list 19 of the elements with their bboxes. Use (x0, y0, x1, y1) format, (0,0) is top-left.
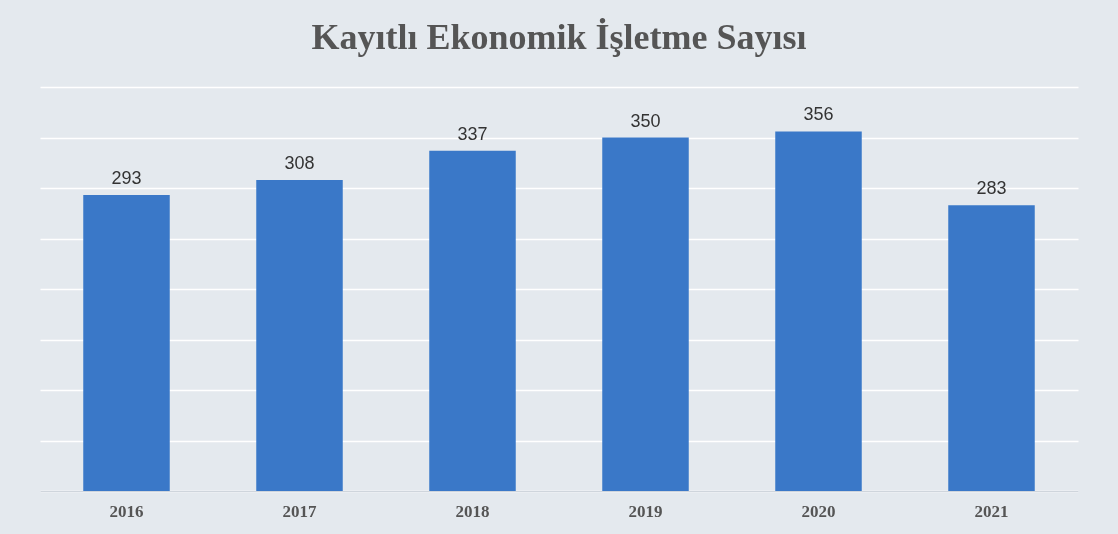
bar (775, 131, 862, 491)
x-tick-label: 2020 (801, 501, 836, 521)
data-label: 356 (803, 104, 834, 125)
x-tick-label: 2016 (109, 501, 144, 521)
bar (948, 205, 1035, 491)
x-tick-label: 2018 (455, 501, 490, 521)
x-tick-label: 2017 (282, 501, 317, 521)
bar (256, 179, 343, 491)
bar (602, 137, 689, 491)
chart-title: Kayıtlı Ekonomik İşletme Sayısı (311, 17, 807, 57)
x-tick-label: 2021 (974, 501, 1009, 521)
bar (429, 150, 516, 491)
data-label: 308 (284, 152, 315, 173)
data-label: 350 (630, 110, 661, 131)
x-tick-label: 2019 (628, 501, 663, 521)
data-label: 283 (976, 178, 1007, 199)
data-label: 337 (457, 123, 488, 144)
data-label: 293 (111, 168, 142, 189)
bar (83, 195, 170, 491)
